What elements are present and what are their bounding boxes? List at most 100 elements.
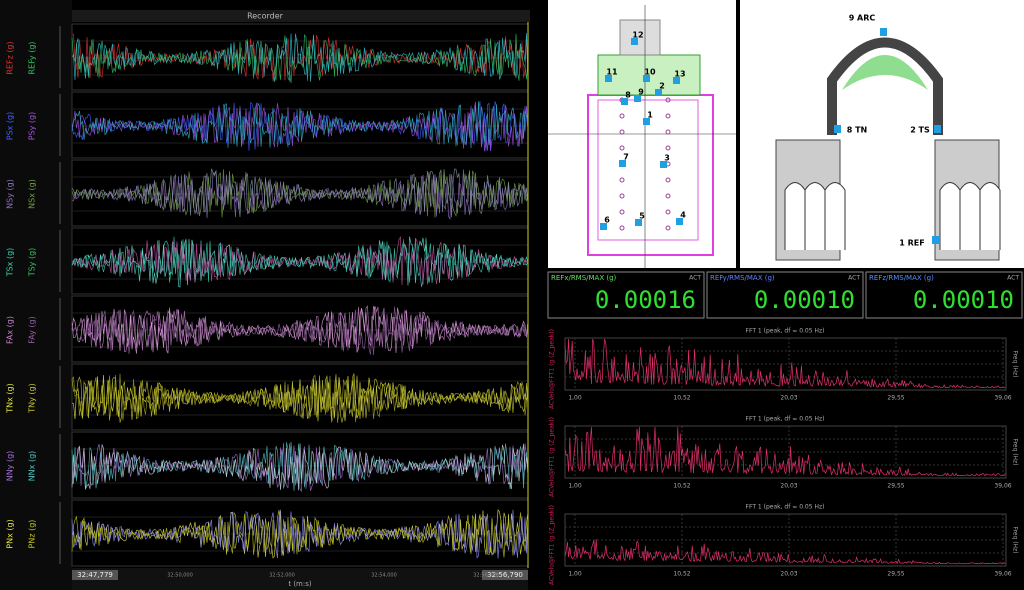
sensor-label: 10 xyxy=(644,68,656,77)
fft-x-tick: 39,06 xyxy=(994,571,1011,578)
sensor xyxy=(635,219,642,226)
meter-value: 0.00010 xyxy=(913,286,1014,314)
waveform xyxy=(71,236,529,288)
sensor xyxy=(932,236,939,244)
meter-status: ACT xyxy=(689,275,701,282)
fft-title: FFT 1 (peak, df = 0.05 Hz) xyxy=(746,416,825,423)
sensor xyxy=(934,125,941,133)
channel-label: NSy (g) xyxy=(6,179,15,209)
aisle-arch xyxy=(824,182,846,250)
plan-column xyxy=(619,129,625,135)
waveform xyxy=(71,33,529,82)
time-tick: 32:54,000 xyxy=(371,573,397,579)
label-column xyxy=(0,0,72,590)
fft-x-tick: 29,55 xyxy=(887,571,904,578)
aisle-arch xyxy=(939,182,961,250)
plan-outline xyxy=(597,99,699,241)
waveform xyxy=(71,101,529,152)
waveform xyxy=(71,443,529,491)
aisle-arch xyxy=(979,182,1001,250)
sensor xyxy=(676,218,683,225)
sensor xyxy=(643,75,650,82)
aisle-arch xyxy=(804,182,826,250)
channel-label: REFz (g) xyxy=(6,41,15,74)
sensor-label: 2 TS xyxy=(910,126,930,135)
sensor-label: 13 xyxy=(674,70,685,79)
time-tick: 32:52,000 xyxy=(269,573,295,579)
time-axis xyxy=(72,568,528,590)
sensor-label: 2 xyxy=(659,82,665,91)
strip-bg xyxy=(71,227,529,295)
fft-x-tick: 29,55 xyxy=(887,483,904,490)
fft-x-tick: 1,00 xyxy=(568,483,582,490)
channel-label: REFy (g) xyxy=(28,41,37,74)
fft-x-tick: 39,06 xyxy=(994,395,1011,402)
plan-column xyxy=(619,209,625,215)
meter-status: ACT xyxy=(848,275,860,282)
fft-x-tick: 10,52 xyxy=(673,483,690,490)
fft-x-tick: 39,06 xyxy=(994,483,1011,490)
plan-drawing: 12 11 10 13 8 9 2 1 7 3 6 5 4 xyxy=(548,5,736,268)
plan-column xyxy=(665,129,671,135)
fft-x-tick: 20,03 xyxy=(780,395,797,402)
sensor-label: 12 xyxy=(632,31,643,40)
arch-fill xyxy=(842,55,928,90)
fft-x-label: Freq (Hz) xyxy=(1012,350,1019,377)
sensor xyxy=(600,223,607,230)
fft-x-label: Freq (Hz) xyxy=(1012,438,1019,465)
plan-column xyxy=(665,177,671,183)
waveform xyxy=(71,373,529,423)
channel-label: NNy (g) xyxy=(6,451,15,482)
sensor-label: 9 xyxy=(638,88,644,97)
fft-x-label: Freq (Hz) xyxy=(1012,526,1019,553)
fft-x-tick: 20,03 xyxy=(780,483,797,490)
sensor xyxy=(631,38,638,45)
plan-column xyxy=(619,225,625,231)
channel-label: TNx (g) xyxy=(6,383,15,413)
waveform xyxy=(71,441,529,491)
fft-y-label: ACVelo@FFT1 (g (Z_peak)) xyxy=(549,505,556,585)
sensor xyxy=(655,89,662,96)
meter xyxy=(706,271,864,319)
sensor-label: 11 xyxy=(606,68,618,77)
sensor-label: 7 xyxy=(623,153,629,162)
waveform xyxy=(71,306,529,356)
sensor-label: 8 xyxy=(625,91,631,100)
aisle-arch xyxy=(959,182,981,250)
arch xyxy=(827,37,943,135)
waveform xyxy=(71,509,529,559)
sensor xyxy=(605,75,612,82)
time-end: 32:56,790 xyxy=(487,571,523,579)
sensor-label: 8 TN xyxy=(847,126,868,135)
time-tick: 32:50,000 xyxy=(167,573,193,579)
meter xyxy=(865,271,1023,319)
sensor xyxy=(660,161,667,168)
waveform xyxy=(71,373,529,423)
fft-spectrum xyxy=(564,539,1006,565)
channel-label: PSy (g) xyxy=(28,112,37,141)
sensor-label: 9 ARC xyxy=(849,14,876,23)
sensor xyxy=(673,77,680,84)
plan-column xyxy=(665,209,671,215)
sensor-label: 4 xyxy=(680,211,686,220)
plan-column xyxy=(665,113,671,119)
sensor-label: 1 xyxy=(647,111,653,120)
fft-x-tick: 10,52 xyxy=(673,571,690,578)
sensor xyxy=(834,125,841,133)
fft-x-tick: 20,03 xyxy=(780,571,797,578)
waveform xyxy=(71,236,529,288)
recorder-title: Recorder xyxy=(247,12,284,21)
sensor xyxy=(621,98,628,105)
fft-y-label: ACVelo@FFT1 (g (Z_peak)) xyxy=(549,329,556,409)
channel-label: NSx (g) xyxy=(28,179,37,209)
sensor-label: 6 xyxy=(604,216,610,225)
channel-label: NNx (g) xyxy=(28,451,37,482)
channel-label: TSy (g) xyxy=(28,248,37,278)
channel-label: FAy (g) xyxy=(28,316,37,343)
time-start-box xyxy=(72,570,118,580)
channel-label: TNy (g) xyxy=(28,383,37,413)
meter-value: 0.00016 xyxy=(595,286,696,314)
time-tick: 32:56,000 xyxy=(473,573,499,579)
time-end-box xyxy=(482,570,528,580)
waveform xyxy=(71,168,529,218)
